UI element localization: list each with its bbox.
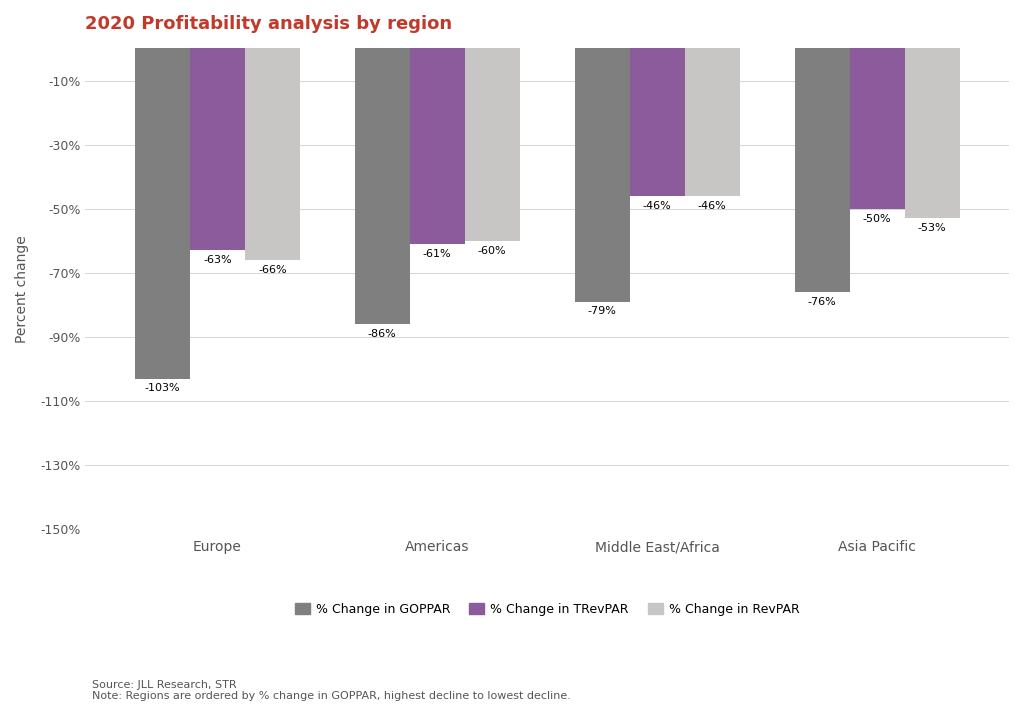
Text: -63%: -63% [203,255,231,265]
Text: -66%: -66% [258,265,287,275]
Text: Source: JLL Research, STR: Source: JLL Research, STR [92,680,237,690]
Text: -53%: -53% [918,223,946,233]
Bar [135,49,189,379]
Bar [245,49,300,260]
Text: -86%: -86% [368,329,396,339]
Bar [189,49,245,250]
Text: -79%: -79% [588,306,616,316]
Bar [465,49,520,241]
Text: 2020 Profitability analysis by region: 2020 Profitability analysis by region [85,15,453,33]
Bar [574,49,630,302]
Text: -46%: -46% [643,201,672,211]
Bar [410,49,465,244]
Bar [354,49,410,324]
Text: -61%: -61% [423,249,452,259]
Y-axis label: Percent change: Percent change [15,235,29,343]
Bar [850,49,904,209]
Bar [795,49,850,292]
Bar [904,49,959,219]
Text: -50%: -50% [863,214,891,224]
Text: -46%: -46% [697,201,726,211]
Text: -76%: -76% [808,297,837,307]
Legend: % Change in GOPPAR, % Change in TRevPAR, % Change in RevPAR: % Change in GOPPAR, % Change in TRevPAR,… [290,598,805,621]
Text: -103%: -103% [144,384,180,394]
Text: Note: Regions are ordered by % change in GOPPAR, highest decline to lowest decli: Note: Regions are ordered by % change in… [92,691,571,701]
Bar [685,49,739,196]
Bar [630,49,685,196]
Text: -60%: -60% [478,246,507,255]
